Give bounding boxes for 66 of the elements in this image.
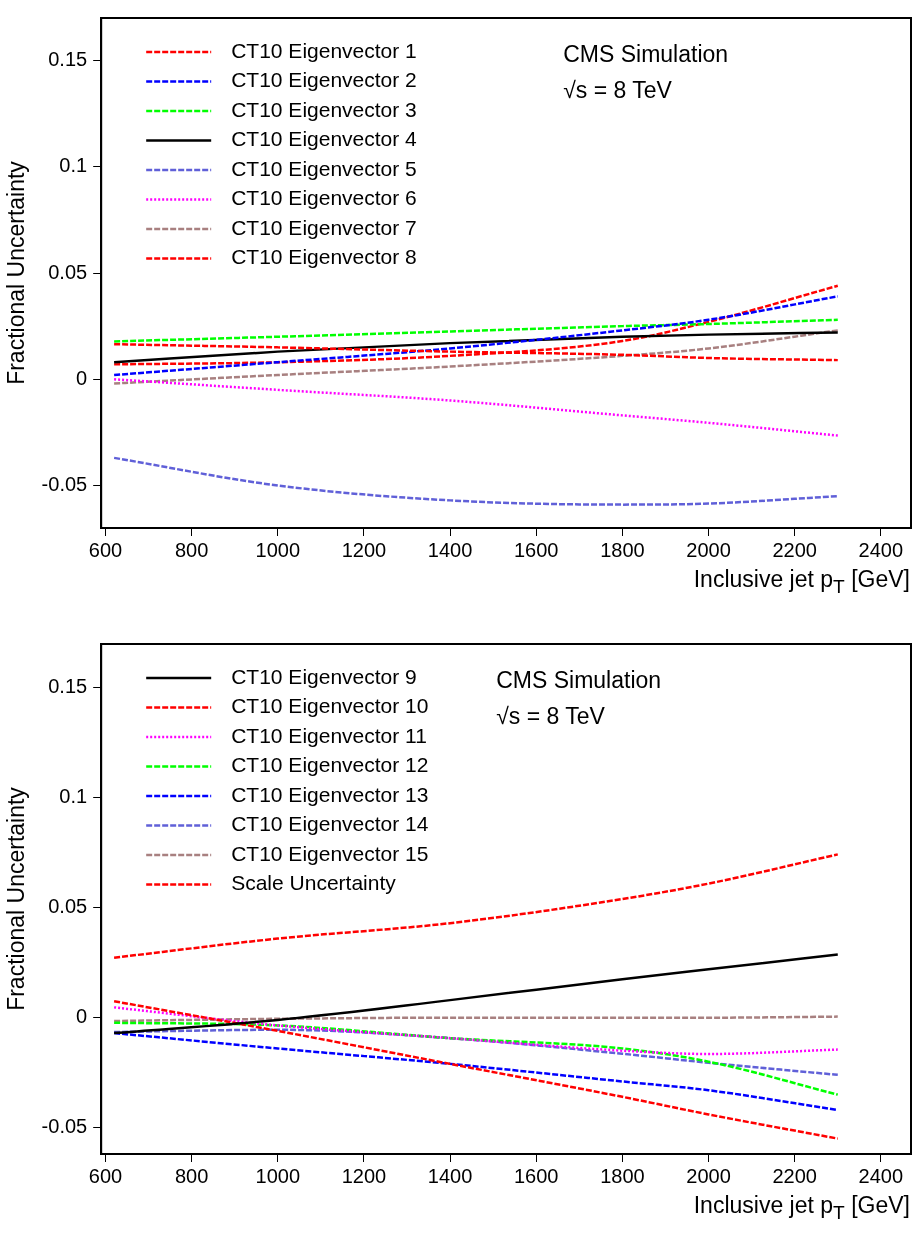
x-tick-label: 1800 <box>600 538 645 561</box>
y-axis-title: Fractional Uncertainty <box>3 786 30 1011</box>
legend-label: CT10 Eigenvector 14 <box>231 812 429 836</box>
x-tick-label: 2400 <box>858 538 904 561</box>
legend-label: CT10 Eigenvector 3 <box>231 97 417 121</box>
legend-label: CT10 Eigenvector 13 <box>231 782 429 806</box>
line-series <box>112 1006 840 1056</box>
legend-label: Scale Uncertainty <box>231 871 397 895</box>
line-series <box>112 284 840 366</box>
y-tick-label: 0.1 <box>59 785 88 808</box>
annotation: CMS Simulation <box>496 667 662 694</box>
y-tick-label: 0.15 <box>48 675 88 698</box>
line-series <box>112 953 840 1035</box>
legend-label: CT10 Eigenvector 11 <box>231 723 427 747</box>
annotation: √s = 8 TeV <box>563 77 673 104</box>
annotation: CMS Simulation <box>563 41 729 68</box>
x-tick-label: 1000 <box>255 1164 301 1187</box>
x-tick-label: 1200 <box>341 538 387 561</box>
legend-label: CT10 Eigenvector 4 <box>231 127 418 151</box>
x-axis-title: Inclusive jet p$_{T}$ [GeV] <box>693 566 910 598</box>
y-axis-title: Fractional Uncertainty <box>3 160 30 385</box>
legend-label: CT10 Eigenvector 10 <box>231 694 429 718</box>
legend-label: CT10 Eigenvector 8 <box>231 245 417 269</box>
line-series <box>112 329 840 385</box>
legend-label: CT10 Eigenvector 2 <box>231 68 417 92</box>
x-tick-label: 1800 <box>600 1164 645 1187</box>
legend-label: CT10 Eigenvector 15 <box>231 841 429 865</box>
x-tick-label: 2200 <box>772 538 817 561</box>
x-tick-label: 1000 <box>255 538 301 561</box>
line-series <box>112 456 840 506</box>
x-tick-label: 600 <box>88 1164 123 1187</box>
y-tick-label: -0.05 <box>41 473 88 496</box>
line-series <box>112 1028 840 1077</box>
x-tick-label: 2400 <box>858 1164 904 1187</box>
x-tick-label: 2000 <box>686 538 731 561</box>
legend-label: CT10 Eigenvector 6 <box>231 186 417 210</box>
y-tick-label: -0.05 <box>41 1115 88 1138</box>
y-tick-label: 0.15 <box>48 48 88 71</box>
y-tick-label: 0.05 <box>48 260 88 283</box>
x-tick-label: 1200 <box>341 1164 387 1187</box>
line-series <box>112 378 840 437</box>
line-series <box>112 1021 840 1096</box>
line-series <box>112 318 840 343</box>
line-series <box>112 999 840 1140</box>
x-tick-label: 2000 <box>686 1164 731 1187</box>
x-tick-label: 1600 <box>514 1164 559 1187</box>
x-tick-label: 800 <box>174 1164 209 1187</box>
legend-label: CT10 Eigenvector 7 <box>231 215 417 239</box>
x-axis-title: Inclusive jet p$_{T}$ [GeV] <box>693 1192 910 1224</box>
line-series <box>112 331 840 364</box>
x-tick-label: 2200 <box>772 1164 817 1187</box>
y-tick-label: 0 <box>76 366 88 389</box>
y-tick-label: 0.05 <box>48 895 88 918</box>
legend-label: CT10 Eigenvector 1 <box>231 38 417 62</box>
x-tick-label: 1400 <box>427 1164 473 1187</box>
x-tick-label: 600 <box>88 538 123 561</box>
x-tick-label: 1600 <box>514 538 559 561</box>
x-tick-label: 800 <box>174 538 209 561</box>
y-tick-label: 0.1 <box>59 154 88 177</box>
annotation: √s = 8 TeV <box>496 703 606 730</box>
legend-label: CT10 Eigenvector 9 <box>231 664 417 688</box>
legend-label: CT10 Eigenvector 5 <box>231 156 417 180</box>
line-series <box>112 295 840 377</box>
x-tick-label: 1400 <box>427 538 473 561</box>
y-tick-label: 0 <box>76 1005 88 1028</box>
legend-label: CT10 Eigenvector 12 <box>231 753 429 777</box>
